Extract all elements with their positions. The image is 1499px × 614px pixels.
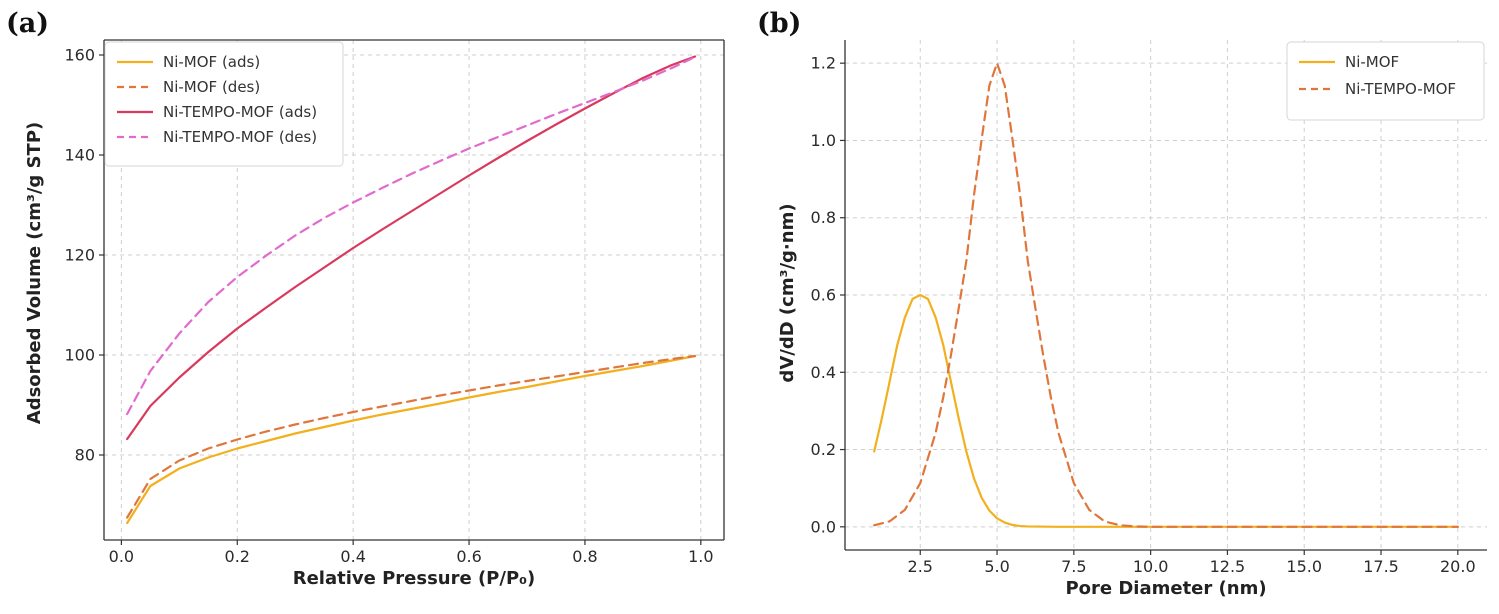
panel-b-series-layer: Ni-MOF Ni-TEMPO-MOF — [873, 62, 1459, 528]
panel-b-y-axis-label: dV/dD (cm³/g·nm) — [777, 203, 798, 382]
panel-a-series-3-line: Ni-TEMPO-MOF (ads) — [126, 55, 697, 441]
panel-b-chart: (b) Ni-MOF Ni-TEMPO-MOF 2.5 5.0 7.5 10.0 12.5… — [757, 8, 1487, 599]
panel-a-x-tick-label: 0.8 — [572, 547, 597, 566]
panel-a-x-tick-label: 0.4 — [340, 547, 365, 566]
panel-a-legend-label-2: Ni-MOF (des) — [163, 78, 260, 96]
panel-b-x-tick-label: 5.0 — [984, 557, 1009, 576]
panel-b-series-2-line: Ni-TEMPO-MOF — [873, 62, 1459, 528]
panel-a-legend-label-4: Ni-TEMPO-MOF (des) — [163, 128, 317, 146]
panel-a-y-tick-label: 140 — [64, 146, 95, 165]
panel-a-chart: (a) Ni-MOF (ads)Ni-MOF (des)Ni-TEMPO-MOF… — [6, 8, 725, 589]
panel-a-x-tick-label: 0.2 — [225, 547, 250, 566]
panel-b-legend: Ni-MOF Ni-TEMPO-MOF — [1286, 41, 1485, 121]
panel-a-legend-frame — [104, 41, 344, 167]
panel-a-y-tick-label: 100 — [64, 346, 95, 365]
panel-b-x-tick-label: 15.0 — [1286, 557, 1322, 576]
panel-a-x-tick-label: 0.6 — [456, 547, 481, 566]
panel-a-x-tick-label: 0.0 — [109, 547, 134, 566]
panel-b-x-tick-label: 17.5 — [1363, 557, 1399, 576]
panel-b-y-tick-label: 0.4 — [811, 363, 836, 382]
panel-b-y-tick-label: 1.0 — [811, 131, 836, 150]
panel-b-x-tick-label: 12.5 — [1210, 557, 1246, 576]
panel-a-series-4-line: Ni-TEMPO-MOF (des) — [126, 55, 697, 416]
panel-a-y-tick-label: 80 — [75, 446, 95, 465]
panel-a-legend-label-3: Ni-TEMPO-MOF (ads) — [163, 103, 317, 121]
panel-a-y-tick-label: 160 — [64, 46, 95, 65]
panel-b-legend-frame — [1286, 41, 1485, 121]
panel-a-legend: Ni-MOF (ads) Ni-MOF (des) Ni-TEMPO-MOF (ad… — [104, 41, 344, 167]
panel-b-axes: 2.5 5.0 7.5 10.0 12.5 15.0 17.5 20.0 0.0 0.2 0.4 0.… — [811, 40, 1487, 576]
panel-a-y-axis-label: Adsorbed Volume (cm³/g STP) — [24, 122, 45, 424]
panel-b-x-tick-label: 20.0 — [1440, 557, 1476, 576]
panel-b-y-tick-label: 0.8 — [811, 208, 836, 227]
panel-a-x-axis-label: Relative Pressure (P/P₀) — [293, 568, 536, 589]
panel-b-x-tick-label: 10.0 — [1133, 557, 1169, 576]
panel-a-series-1-line: Ni-MOF (ads) — [126, 354, 697, 525]
panel-a-series-layer: Ni-MOF (ads)Ni-MOF (des)Ni-TEMPO-MOF (ad… — [126, 55, 697, 525]
panel-b-series-1-line: Ni-MOF — [873, 293, 1459, 528]
panel-b-legend-label-1: Ni-MOF — [1345, 53, 1399, 71]
panel-a-y-tick-label: 120 — [64, 246, 95, 265]
panel-a-axes: 0.0 0.2 0.4 0.6 0.8 1.0 80 100 120 140 160 — [64, 39, 725, 566]
panel-b-legend-label-2: Ni-TEMPO-MOF — [1345, 80, 1456, 98]
panel-a-label: (a) — [6, 8, 49, 39]
panel-a-x-tick-label: 1.0 — [688, 547, 713, 566]
panel-b-x-axis-label: Pore Diameter (nm) — [1065, 578, 1266, 599]
panel-b-y-tick-label: 0.0 — [811, 517, 836, 536]
panel-a-legend-label-1: Ni-MOF (ads) — [163, 53, 260, 71]
panel-b-x-tick-label: 7.5 — [1061, 557, 1086, 576]
panel-a-series-2-line: Ni-MOF (des) — [126, 354, 697, 519]
panel-b-label: (b) — [757, 8, 801, 39]
panel-b-y-tick-label: 0.2 — [811, 440, 836, 459]
panel-b-y-tick-label: 0.6 — [811, 286, 836, 305]
panel-b-y-tick-label: 1.2 — [811, 54, 836, 73]
panel-b-x-tick-label: 2.5 — [908, 557, 933, 576]
